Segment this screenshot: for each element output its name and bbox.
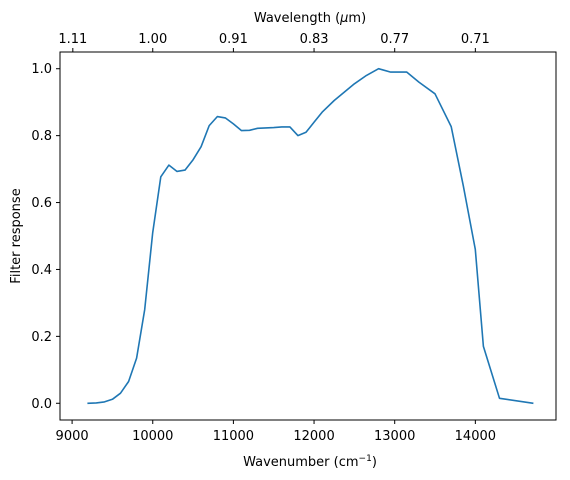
- top-tick-label: 0.71: [461, 32, 490, 47]
- y-axis-label: Filter response: [9, 188, 24, 283]
- top-tick-label: 0.77: [380, 32, 409, 47]
- top-axis-ticks: 1.11 1.00 0.91 0.83 0.77 0.71: [58, 32, 490, 52]
- x-tick-label: 13000: [374, 429, 415, 444]
- x-tick-label: 9000: [56, 429, 89, 444]
- filter-response-line-0: [87, 67, 534, 405]
- bottom-axis-ticks: 9000 10000 11000 12000 13000 14000: [56, 420, 496, 444]
- x-axis-label: Wavenumber (cm−1): [243, 454, 377, 470]
- x-tick-label: 14000: [455, 429, 496, 444]
- y-tick-label: 0.2: [31, 330, 52, 345]
- y-tick-label: 1.0: [31, 62, 52, 77]
- x-tick-label: 10000: [132, 429, 173, 444]
- y-tick-label: 0.0: [31, 397, 52, 412]
- y-tick-label: 0.6: [31, 196, 52, 211]
- plot-frame: [59, 51, 557, 421]
- x-tick-label: 11000: [213, 429, 254, 444]
- plot-marks: [87, 67, 534, 405]
- x-tick-label: 12000: [293, 429, 334, 444]
- left-axis-ticks: 0.0 0.2 0.4 0.6 0.8 1.0: [31, 62, 60, 412]
- top-tick-label: 0.83: [300, 32, 329, 47]
- top-tick-label: 1.11: [58, 32, 87, 47]
- top-tick-label: 0.91: [219, 32, 248, 47]
- y-tick-label: 0.8: [31, 129, 52, 144]
- x-axis-label-exponent: −1: [359, 454, 372, 464]
- top-axis-label: Wavelength (μm): [254, 11, 366, 26]
- top-tick-label: 1.00: [138, 32, 167, 47]
- y-tick-label: 0.4: [31, 263, 52, 278]
